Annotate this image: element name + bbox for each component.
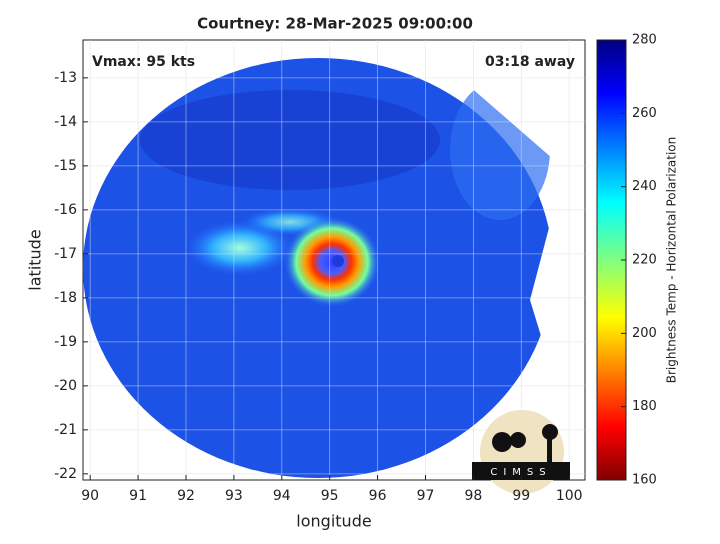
colorbar-tick-label: 180	[632, 399, 657, 414]
x-tick-label: 90	[81, 488, 99, 504]
y-tick-label: -13	[54, 70, 77, 86]
eyewall	[284, 217, 380, 307]
x-axis-label: longitude	[296, 512, 371, 531]
y-tick-label: -21	[54, 422, 77, 438]
chart-title: Courtney: 28-Mar-2025 09:00:00	[197, 15, 473, 33]
y-tick-label: -22	[54, 466, 77, 482]
colorbar-tick-label: 280	[632, 33, 657, 48]
annotation: Vmax: 95 kts	[92, 54, 195, 70]
colorbar-tick-label: 220	[632, 253, 657, 268]
brightness-image	[83, 40, 585, 480]
x-tick-label: 91	[129, 488, 147, 504]
x-tick-label: 93	[225, 488, 243, 504]
x-tick-label: 95	[321, 488, 339, 504]
y-axis-label: latitude	[26, 229, 45, 290]
colorbar-tick-label: 240	[632, 179, 657, 194]
x-tick-label: 97	[417, 488, 435, 504]
colorbar-label: Brightness Temp - Horizontal Polarizatio…	[665, 137, 679, 384]
y-tick-label: -16	[54, 202, 77, 218]
cold-region	[140, 90, 440, 190]
colorbar-tick-label: 260	[632, 106, 657, 121]
x-tick-label: 94	[273, 488, 291, 504]
colorbar-tick-label: 160	[632, 473, 657, 488]
x-tick-label: 100	[556, 488, 583, 504]
y-tick-label: -19	[54, 334, 77, 350]
logo: CIMSS	[472, 410, 570, 494]
y-tick-label: -14	[54, 114, 77, 130]
x-tick-label: 99	[512, 488, 530, 504]
x-tick-label: 96	[369, 488, 387, 504]
annotation: 03:18 away	[485, 54, 575, 70]
x-tick-label: 98	[464, 488, 482, 504]
y-tick-label: -20	[54, 378, 77, 394]
logo-text: CIMSS	[490, 467, 551, 478]
colorbar-tick-label: 200	[632, 326, 657, 341]
x-tick-label: 92	[177, 488, 195, 504]
y-tick-label: -15	[54, 158, 77, 174]
eye	[332, 255, 344, 267]
y-tick-label: -17	[54, 246, 77, 262]
y-tick-label: -18	[54, 290, 77, 306]
